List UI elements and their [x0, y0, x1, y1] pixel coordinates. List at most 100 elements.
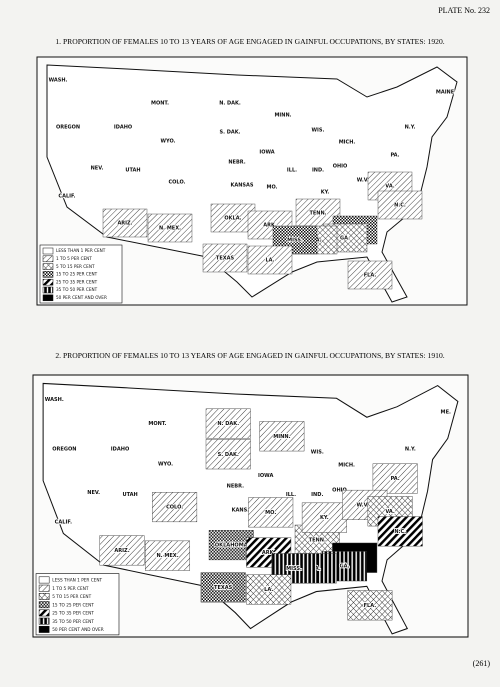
state-label: MINN. [274, 113, 291, 119]
legend-label: 1 TO 5 PER CENT [52, 586, 89, 592]
state-label: VA. [385, 184, 394, 190]
legend-swatch [42, 255, 54, 263]
state-label: NEV. [87, 490, 100, 496]
state-label: N.C. [394, 203, 406, 209]
legend-swatch [42, 263, 54, 270]
state-label: MO. [265, 510, 276, 516]
state-label: VA. [385, 509, 395, 515]
state-label: KY. [320, 515, 329, 521]
state-label: MONT. [151, 101, 169, 107]
state-shading [259, 421, 305, 452]
state-shading [247, 245, 293, 275]
state-label: S. DAK. [219, 130, 240, 136]
state-label: IDAHO [111, 446, 130, 452]
state-label: ARIZ. [117, 221, 132, 227]
state-shading [102, 208, 148, 238]
state-label: IND. [311, 492, 323, 498]
map: WASH. OREGON IDAHO MONT. WYO. N. DAK. S. DAK. M… [36, 56, 468, 306]
legend-swatch [42, 278, 54, 286]
state-shading [377, 516, 423, 547]
state-label: GA. [340, 564, 350, 570]
state-label: LA. [265, 258, 274, 264]
state-shading [210, 203, 256, 233]
legend-label: 35 TO 50 PER CENT [56, 287, 98, 292]
state-shading [248, 497, 294, 528]
state-label: UTAH [125, 168, 140, 174]
legend-swatch [38, 617, 50, 625]
state-label: OKLA. [224, 216, 241, 222]
legend-label: 15 TO 25 PER CENT [56, 272, 98, 277]
state-label: IDAHO [114, 125, 132, 131]
state-label: S. DAK. [218, 452, 239, 458]
state-label: OREGON [52, 446, 76, 452]
state-label: TEXAS [216, 256, 235, 262]
state-label: OREGON [56, 125, 80, 131]
state-label: PA. [390, 153, 399, 159]
state-label: COLO. [166, 505, 183, 511]
legend-label: 50 PER CENT AND OVER [56, 295, 107, 300]
state-label: PA. [391, 476, 400, 482]
legend-label: 5 TO 15 PER CENT [56, 264, 95, 269]
state-label: KY. [321, 190, 330, 196]
state-label: FLA. [364, 603, 377, 609]
state-label: WASH. [49, 78, 68, 84]
legend: LESS THAN 1 PER CENT 1 TO 5 PER CENT 5 TO … [35, 573, 120, 636]
legend-label: 25 TO 35 PER CENT [56, 279, 98, 284]
state-label: IND. [312, 168, 324, 174]
state-label: MINN. [273, 434, 290, 440]
state-label: N. DAK. [219, 101, 241, 107]
state-label: MONT. [148, 421, 166, 427]
legend-swatch [42, 247, 54, 255]
state-shading [347, 590, 393, 621]
state-label: MISS. [286, 566, 302, 572]
state-shading [372, 463, 418, 494]
page-number: (261) [473, 659, 491, 668]
legend-label: 5 TO 15 PER CENT [52, 594, 91, 600]
state-label: COLO. [169, 180, 186, 186]
state-shading [200, 572, 246, 603]
state-label: TEXAS [214, 585, 233, 591]
state-label: N. DAK. [217, 421, 239, 427]
state-label: NEBR. [227, 483, 244, 489]
state-label: WYO. [158, 461, 173, 467]
legend-swatch [38, 592, 50, 600]
state-label: MICH. [338, 462, 355, 468]
state-label: W.VA. [357, 178, 373, 184]
legend-swatch [42, 271, 54, 278]
map: WASH. OREGON IDAHO MONT. WYO. N. DAK. S. DAK. M… [32, 374, 469, 638]
state-label: MAINE [436, 90, 455, 96]
legend-swatch [38, 584, 50, 592]
state-label: OHIO [332, 488, 347, 494]
state-label: GA. [340, 236, 350, 242]
state-shading [246, 574, 292, 605]
legend-swatch [42, 294, 54, 302]
state-label: N.Y. [405, 125, 416, 131]
legend-label: 50 PER CENT AND OVER [52, 627, 103, 633]
map-title: 1. PROPORTION OF FEMALES 10 TO 13 YEARS … [55, 37, 444, 46]
state-shading [152, 492, 198, 523]
legend-label: LESS THAN 1 PER CENT [56, 248, 106, 253]
legend-box [39, 244, 123, 304]
state-label: NEBR. [228, 160, 245, 166]
legend-label: 1 TO 5 PER CENT [56, 256, 92, 261]
legend-swatch [38, 609, 50, 617]
state-label: FLA. [364, 273, 377, 279]
legend-label: 35 TO 50 PER CENT [52, 619, 94, 625]
state-label: ILL. [287, 168, 297, 174]
state-label: CALIF. [55, 519, 72, 525]
state-shading [377, 190, 423, 220]
state-shading [205, 439, 251, 470]
legend-swatch [42, 286, 54, 294]
state-label: IOWA [259, 150, 274, 156]
state-label: KANSAS [230, 183, 253, 189]
state-label: ARK. [263, 223, 277, 229]
state-shading [99, 535, 145, 566]
state-label: CALIF. [58, 194, 75, 200]
state-label: KANS. [232, 508, 250, 514]
legend-swatch [38, 625, 50, 633]
legend-label: 25 TO 35 PER CENT [52, 611, 94, 617]
state-label: WIS. [312, 128, 325, 134]
state-label: IOWA [258, 473, 273, 479]
state-label: ME. [441, 409, 451, 415]
